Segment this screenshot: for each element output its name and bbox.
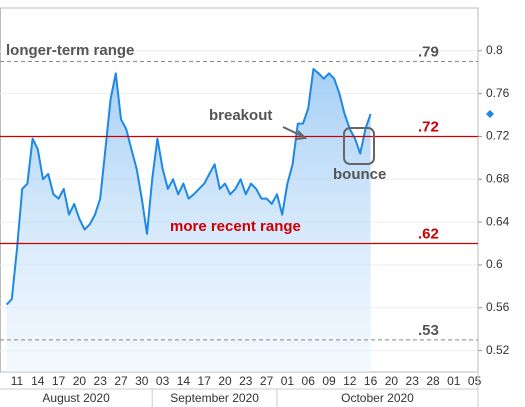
x-tick-label: 30	[135, 374, 149, 388]
area	[6, 69, 371, 372]
reference-label: .79	[418, 43, 439, 60]
y-tick-label: 0.52	[486, 343, 510, 357]
x-tick-label: 16	[364, 374, 378, 388]
x-tick-label: 20	[385, 374, 399, 388]
x-tick-label: 05	[468, 374, 482, 388]
x-tick-label: 17	[52, 374, 66, 388]
x-tick-label: 20	[218, 374, 232, 388]
bounce-box	[343, 127, 375, 165]
x-tick-label: 03	[156, 374, 170, 388]
annotation: bounce	[333, 166, 386, 183]
x-tick-label: 23	[239, 374, 253, 388]
reference-label: .72	[418, 118, 439, 135]
x-tick-label: 06	[302, 374, 316, 388]
x-tick-label: 17	[198, 374, 212, 388]
y-tick-label: 0.6	[486, 257, 503, 271]
annotation: more recent range	[170, 218, 301, 235]
x-tick-label: 01	[447, 374, 461, 388]
x-tick-label: 11	[11, 374, 24, 388]
y-tick-label: 0.56	[486, 300, 510, 314]
x-tick-label: 28	[426, 374, 440, 388]
line	[5, 68, 372, 306]
x-tick-label: 27	[260, 374, 274, 388]
reference-label: .62	[418, 225, 439, 242]
x-group-label: August 2020	[42, 391, 110, 405]
x-tick-label: 23	[406, 374, 420, 388]
y-tick-label: 0.72	[486, 129, 510, 143]
x-tick-label: 01	[281, 374, 295, 388]
y-tick-label: 0.68	[486, 171, 510, 185]
breakout-arrow	[282, 126, 308, 140]
x-tick-label: 14	[31, 374, 45, 388]
x-group-label: October 2020	[341, 391, 414, 405]
x-tick-label: 23	[94, 374, 108, 388]
y-tick-label: 0.76	[486, 86, 510, 100]
annotation: breakout	[209, 107, 272, 124]
x-tick-label: 27	[114, 374, 128, 388]
y-tick-label: 0.64	[486, 214, 510, 228]
reference-label: .53	[418, 322, 439, 339]
x-tick-label: 14	[177, 374, 191, 388]
x-tick-label: 20	[73, 374, 87, 388]
annotation: longer-term range	[6, 42, 134, 59]
y-tick-label: 0.8	[486, 43, 503, 57]
x-tick-label: 12	[343, 374, 357, 388]
last-value-marker	[486, 109, 494, 118]
x-tick-label: 09	[322, 374, 336, 388]
x-group-label: September 2020	[170, 391, 259, 405]
